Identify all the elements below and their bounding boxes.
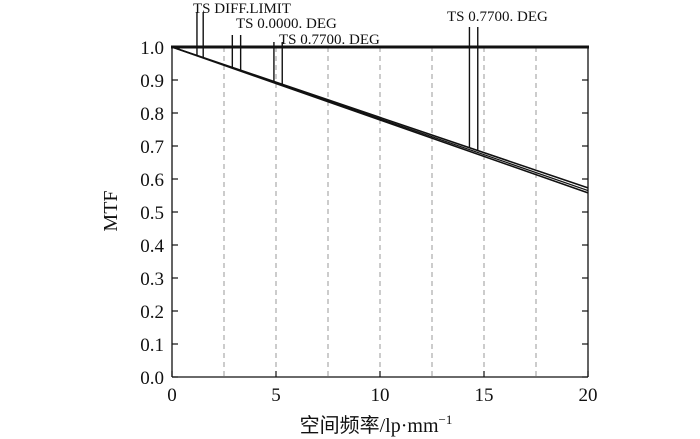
x-axis-title-text: 空间频率/lp·mm: [300, 414, 439, 437]
x-tick-label-2: 10: [371, 385, 390, 406]
grid-lines: [223, 47, 537, 377]
mtf-curves: [171, 46, 589, 194]
y-tick-label-10: 1.0: [140, 38, 164, 59]
y-tick-label-8: 0.8: [140, 104, 164, 125]
axis-ticks: 0 5 10 15 20 0.0 0.1 0.2 0.3 0.4 0.5 0.6 0.7 0.8 0.9 1.…: [140, 38, 597, 406]
annotation-4-label: TS 0.7700. DEG: [447, 9, 548, 25]
y-tick-label-5: 0.5: [140, 203, 164, 224]
y-axis-title: MTF: [100, 190, 122, 231]
annotation-1-label: TS DIFF.LIMIT: [193, 1, 291, 17]
y-tick-label-0: 0.0: [140, 368, 164, 389]
x-axis-title: 空间频率/lp·mm−1: [300, 412, 453, 437]
y-tick-label-6: 0.6: [140, 170, 164, 191]
mtf-series-3: [171, 46, 589, 194]
y-tick-label-9: 0.9: [140, 71, 164, 92]
y-tick-label-3: 0.3: [140, 269, 164, 290]
y-tick-label-7: 0.7: [140, 137, 164, 158]
x-tick-label-0: 0: [167, 385, 177, 406]
y-tick-label-4: 0.4: [140, 236, 164, 257]
x-tick-label-3: 15: [475, 385, 494, 406]
x-tick-label-4: 20: [579, 385, 598, 406]
y-tick-label-2: 0.2: [140, 302, 164, 323]
y-tick-label-1: 0.1: [140, 335, 164, 356]
annotation-3-label: TS 0.7700. DEG: [279, 32, 380, 48]
x-axis-title-superscript: −1: [439, 412, 453, 427]
x-tick-label-1: 5: [271, 385, 281, 406]
annotation-2-label: TS 0.0000. DEG: [236, 16, 337, 32]
